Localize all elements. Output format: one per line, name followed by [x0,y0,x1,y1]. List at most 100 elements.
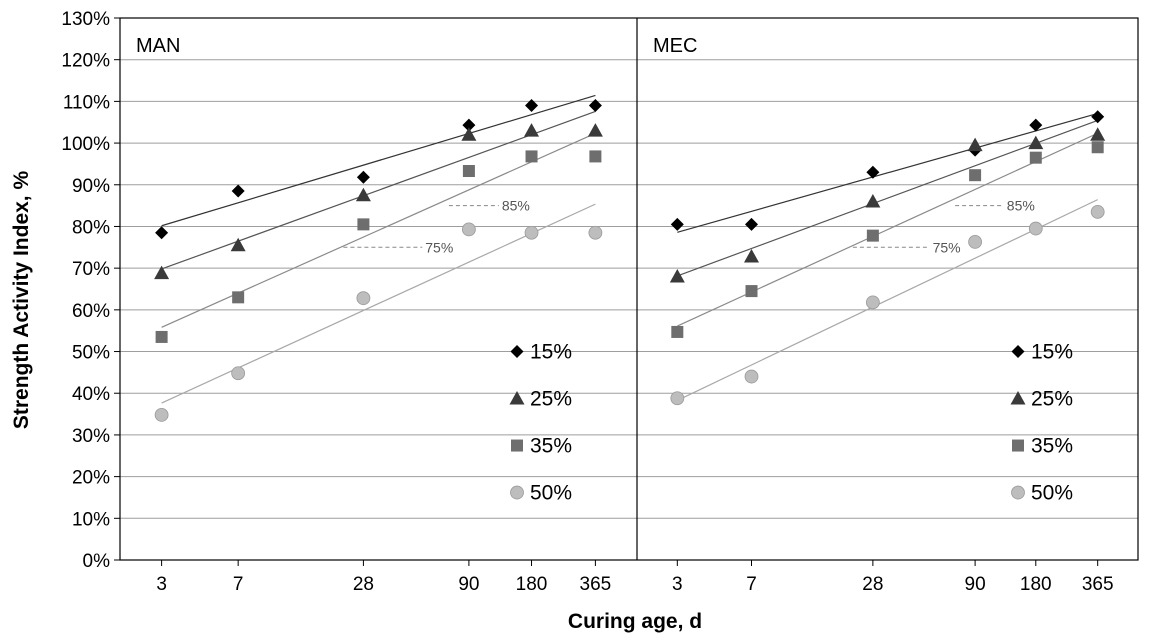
point-mec-15pct-x3 [670,217,684,231]
point-man-35pct-x7 [232,291,245,304]
legend-label-mec-15pct: 15% [1031,341,1073,364]
point-mec-35pct-x365 [1091,141,1104,154]
y-tick-label-60: 60% [72,301,110,322]
x-tick-label-man-3: 3 [156,574,167,595]
point-mec-50pct-x365 [1090,204,1105,219]
axis-layer: 3 7 28 90 180 365 MAN 3 7 28 90 180 365 MEC 0% 10% 20% 30… [61,9,1139,595]
y-tick-label-100: 100% [61,134,110,155]
y-tick-label-130: 130% [61,9,110,30]
x-tick-label-mec-28: 28 [862,574,883,595]
legend-marker-man-25pct [509,391,525,405]
plot-frame [119,17,1139,561]
point-mec-35pct-x7 [745,285,758,298]
point-man-50pct-x7 [231,366,246,381]
legend-label-man-50pct: 50% [530,482,572,505]
reference-label-man-75: 75% [425,239,453,255]
point-man-50pct-x180 [524,225,539,240]
grid-layer [120,59,1138,519]
point-man-25pct-x180 [524,123,540,137]
point-man-35pct-x90 [462,165,475,178]
legend-label-man-25pct: 25% [530,388,572,411]
point-man-25pct-x365 [587,123,603,137]
point-man-50pct-x28 [356,291,371,306]
legend-marker-man-35pct [511,439,523,452]
point-man-15pct-x365 [588,99,602,113]
y-tick-label-80: 80% [72,217,110,238]
panel-title-mec: MEC [653,35,697,57]
point-man-35pct-x365 [589,150,602,163]
point-man-15pct-x28 [356,170,370,184]
point-man-25pct-x28 [355,187,371,202]
y-tick-label-120: 120% [61,51,110,72]
point-man-35pct-x3 [155,330,168,343]
trendline-mec-15pct [677,112,1098,233]
point-man-25pct-x90 [461,127,477,141]
trendline-mec-25pct [677,119,1098,277]
y-tick-label-30: 30% [72,426,110,447]
legend-label-man-35pct: 35% [530,435,572,458]
y-tick-label-70: 70% [72,259,110,280]
x-tick-label-mec-3: 3 [672,574,683,595]
y-axis-title: Strength Activity Index, % [10,171,33,430]
point-mec-35pct-x90 [969,169,982,182]
legend-label-mec-35pct: 35% [1031,435,1073,458]
point-mec-25pct-x28 [865,193,881,208]
point-man-35pct-x28 [357,218,370,231]
point-man-50pct-x3 [154,408,169,422]
point-man-15pct-x3 [155,226,169,240]
y-tick-label-20: 20% [72,468,110,489]
legend-label-mec-25pct: 25% [1031,388,1073,411]
marker-layer [154,99,1106,422]
point-mec-15pct-x365 [1091,110,1105,124]
point-mec-15pct-x28 [866,165,880,179]
trendline-man-15pct [161,94,596,227]
panel-title-man: MAN [136,35,180,57]
point-man-50pct-x90 [461,222,476,237]
reference-label-man-85: 85% [502,198,530,214]
x-tick-label-man-28: 28 [353,574,374,595]
x-tick-label-mec-7: 7 [746,574,757,595]
legend-marker-mec-50pct [1011,485,1025,500]
x-tick-label-man-90: 90 [458,574,479,595]
point-mec-15pct-x180 [1029,118,1043,132]
reference-label-mec-85: 85% [1007,198,1035,214]
x-tick-label-man-180: 180 [516,574,548,595]
point-mec-15pct-x7 [745,217,759,231]
point-mec-50pct-x180 [1028,221,1043,236]
y-tick-label-50: 50% [72,343,110,364]
point-mec-25pct-x365 [1090,127,1106,141]
legend-marker-mec-35pct [1012,439,1024,452]
point-man-35pct-x180 [525,150,538,163]
point-mec-50pct-x7 [744,369,759,384]
trendline-man-25pct [161,110,596,270]
legend-marker-man-50pct [510,485,524,500]
point-mec-35pct-x3 [671,325,684,338]
point-mec-35pct-x180 [1029,151,1042,164]
reference-layer: 75% 85% 75% 85% [343,198,1035,255]
y-tick-label-40: 40% [72,384,110,405]
point-man-15pct-x7 [231,184,245,198]
point-mec-25pct-x3 [669,268,685,283]
legend-marker-mec-15pct [1011,345,1025,359]
legend-label-man-15pct: 15% [530,341,572,364]
point-man-25pct-x7 [230,237,246,252]
legend-marker-mec-25pct [1010,391,1026,405]
x-tick-label-mec-365: 365 [1082,574,1114,595]
point-man-15pct-x180 [525,99,539,113]
x-tick-label-mec-180: 180 [1020,574,1052,595]
reference-label-mec-75: 75% [933,239,961,255]
point-mec-50pct-x28 [865,295,880,310]
legend-layer: 15% 25% 35% 50% 15% 25% 35% 50% [509,341,1073,505]
point-mec-35pct-x28 [866,229,879,242]
point-mec-50pct-x90 [968,234,983,249]
trendline-mec-50pct [677,199,1098,401]
point-man-50pct-x365 [588,225,603,240]
x-tick-label-mec-90: 90 [965,574,986,595]
y-tick-label-110: 110% [63,92,110,113]
x-tick-label-man-7: 7 [233,574,244,595]
legend-marker-man-15pct [510,345,524,359]
point-man-15pct-x90 [462,118,476,132]
y-tick-label-0: 0% [83,551,111,572]
